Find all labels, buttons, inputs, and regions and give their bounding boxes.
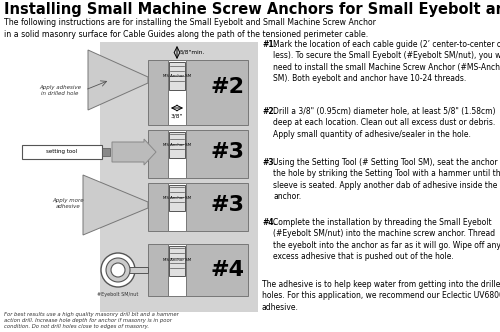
Text: The adhesive is to help keep water from getting into the drilled
holes. For this: The adhesive is to help keep water from … bbox=[262, 280, 500, 312]
Circle shape bbox=[106, 258, 130, 282]
Bar bbox=[148, 130, 248, 178]
Bar bbox=[168, 60, 186, 125]
Text: #1.: #1. bbox=[262, 40, 276, 49]
Bar bbox=[168, 244, 186, 296]
Bar bbox=[169, 132, 185, 158]
Text: Drill a 3/8" (0.95cm) diameter hole, at least 5/8" (1.58cm)
deep at each locatio: Drill a 3/8" (0.95cm) diameter hole, at … bbox=[273, 107, 496, 139]
Text: 5/8"min.: 5/8"min. bbox=[180, 50, 206, 55]
Text: MS Anchor SM: MS Anchor SM bbox=[163, 143, 191, 147]
Text: #Eyebolt SM/nut: #Eyebolt SM/nut bbox=[98, 292, 138, 297]
Text: #3: #3 bbox=[211, 142, 245, 162]
Text: 3/8": 3/8" bbox=[171, 114, 183, 119]
Bar bbox=[168, 130, 186, 178]
Bar bbox=[168, 183, 186, 231]
Text: MS Anchor SM: MS Anchor SM bbox=[163, 196, 191, 200]
Text: #3.: #3. bbox=[262, 158, 276, 167]
Bar bbox=[148, 183, 248, 231]
Bar bbox=[148, 60, 248, 125]
PathPatch shape bbox=[83, 175, 148, 235]
Bar bbox=[102, 148, 110, 156]
Circle shape bbox=[101, 253, 135, 287]
Text: MS Anchor SM: MS Anchor SM bbox=[163, 74, 191, 78]
Text: For best results use a high quality masonry drill bit and a hammer
action drill.: For best results use a high quality maso… bbox=[4, 312, 179, 329]
Text: #2: #2 bbox=[211, 77, 245, 97]
Bar bbox=[169, 185, 185, 211]
Bar bbox=[22, 145, 102, 159]
Text: The following instructions are for installing the Small Eyebolt and Small Machin: The following instructions are for insta… bbox=[4, 18, 376, 39]
PathPatch shape bbox=[88, 50, 148, 110]
Bar bbox=[169, 246, 185, 276]
Text: Apply adhesive
in drilled hole: Apply adhesive in drilled hole bbox=[39, 85, 81, 96]
Bar bbox=[148, 244, 248, 296]
Text: setting tool: setting tool bbox=[46, 149, 78, 154]
Bar bbox=[100, 42, 258, 312]
Text: Apply more
adhesive: Apply more adhesive bbox=[52, 198, 84, 209]
Text: Using the Setting Tool (# Setting Tool SM), seat the anchor in
the hole by strik: Using the Setting Tool (# Setting Tool S… bbox=[273, 158, 500, 201]
Text: #2.: #2. bbox=[262, 107, 276, 116]
Text: MS Anchor SM: MS Anchor SM bbox=[163, 258, 191, 262]
Text: Mark the location of each cable guide (2’ center-to-center or
less). To secure t: Mark the location of each cable guide (2… bbox=[273, 40, 500, 83]
Text: #3: #3 bbox=[211, 195, 245, 215]
Bar bbox=[118, 267, 148, 273]
Text: #4: #4 bbox=[211, 260, 245, 280]
Bar bbox=[169, 62, 185, 90]
Text: Installing Small Machine Screw Anchors for Small Eyebolt and Nut: Installing Small Machine Screw Anchors f… bbox=[4, 2, 500, 17]
Text: #4.: #4. bbox=[262, 218, 276, 227]
FancyArrow shape bbox=[112, 139, 156, 165]
Text: Complete the installation by threading the Small Eyebolt
(#Eyebolt SM/nut) into : Complete the installation by threading t… bbox=[273, 218, 500, 261]
Circle shape bbox=[111, 263, 125, 277]
